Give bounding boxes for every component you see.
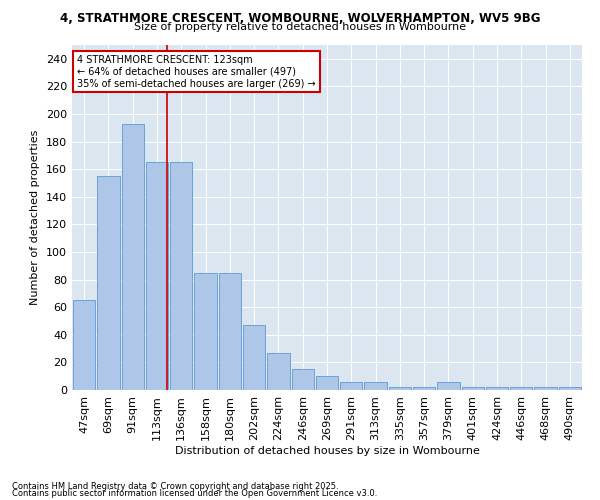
Bar: [437, 382, 460, 390]
Bar: [97, 176, 119, 390]
Bar: [340, 382, 362, 390]
Bar: [292, 370, 314, 390]
Bar: [413, 387, 436, 390]
Bar: [486, 387, 508, 390]
Bar: [194, 272, 217, 390]
Text: Contains public sector information licensed under the Open Government Licence v3: Contains public sector information licen…: [12, 489, 377, 498]
Bar: [170, 162, 193, 390]
Bar: [122, 124, 144, 390]
Bar: [510, 387, 532, 390]
Bar: [316, 376, 338, 390]
Bar: [218, 272, 241, 390]
Y-axis label: Number of detached properties: Number of detached properties: [31, 130, 40, 305]
Bar: [73, 300, 95, 390]
Text: Contains HM Land Registry data © Crown copyright and database right 2025.: Contains HM Land Registry data © Crown c…: [12, 482, 338, 491]
Bar: [389, 387, 411, 390]
Bar: [267, 352, 290, 390]
Text: 4 STRATHMORE CRESCENT: 123sqm
← 64% of detached houses are smaller (497)
35% of : 4 STRATHMORE CRESCENT: 123sqm ← 64% of d…: [77, 56, 316, 88]
Bar: [535, 387, 557, 390]
Text: Size of property relative to detached houses in Wombourne: Size of property relative to detached ho…: [134, 22, 466, 32]
X-axis label: Distribution of detached houses by size in Wombourne: Distribution of detached houses by size …: [175, 446, 479, 456]
Bar: [461, 387, 484, 390]
Text: 4, STRATHMORE CRESCENT, WOMBOURNE, WOLVERHAMPTON, WV5 9BG: 4, STRATHMORE CRESCENT, WOMBOURNE, WOLVE…: [60, 12, 540, 26]
Bar: [146, 162, 168, 390]
Bar: [559, 387, 581, 390]
Bar: [364, 382, 387, 390]
Bar: [243, 325, 265, 390]
